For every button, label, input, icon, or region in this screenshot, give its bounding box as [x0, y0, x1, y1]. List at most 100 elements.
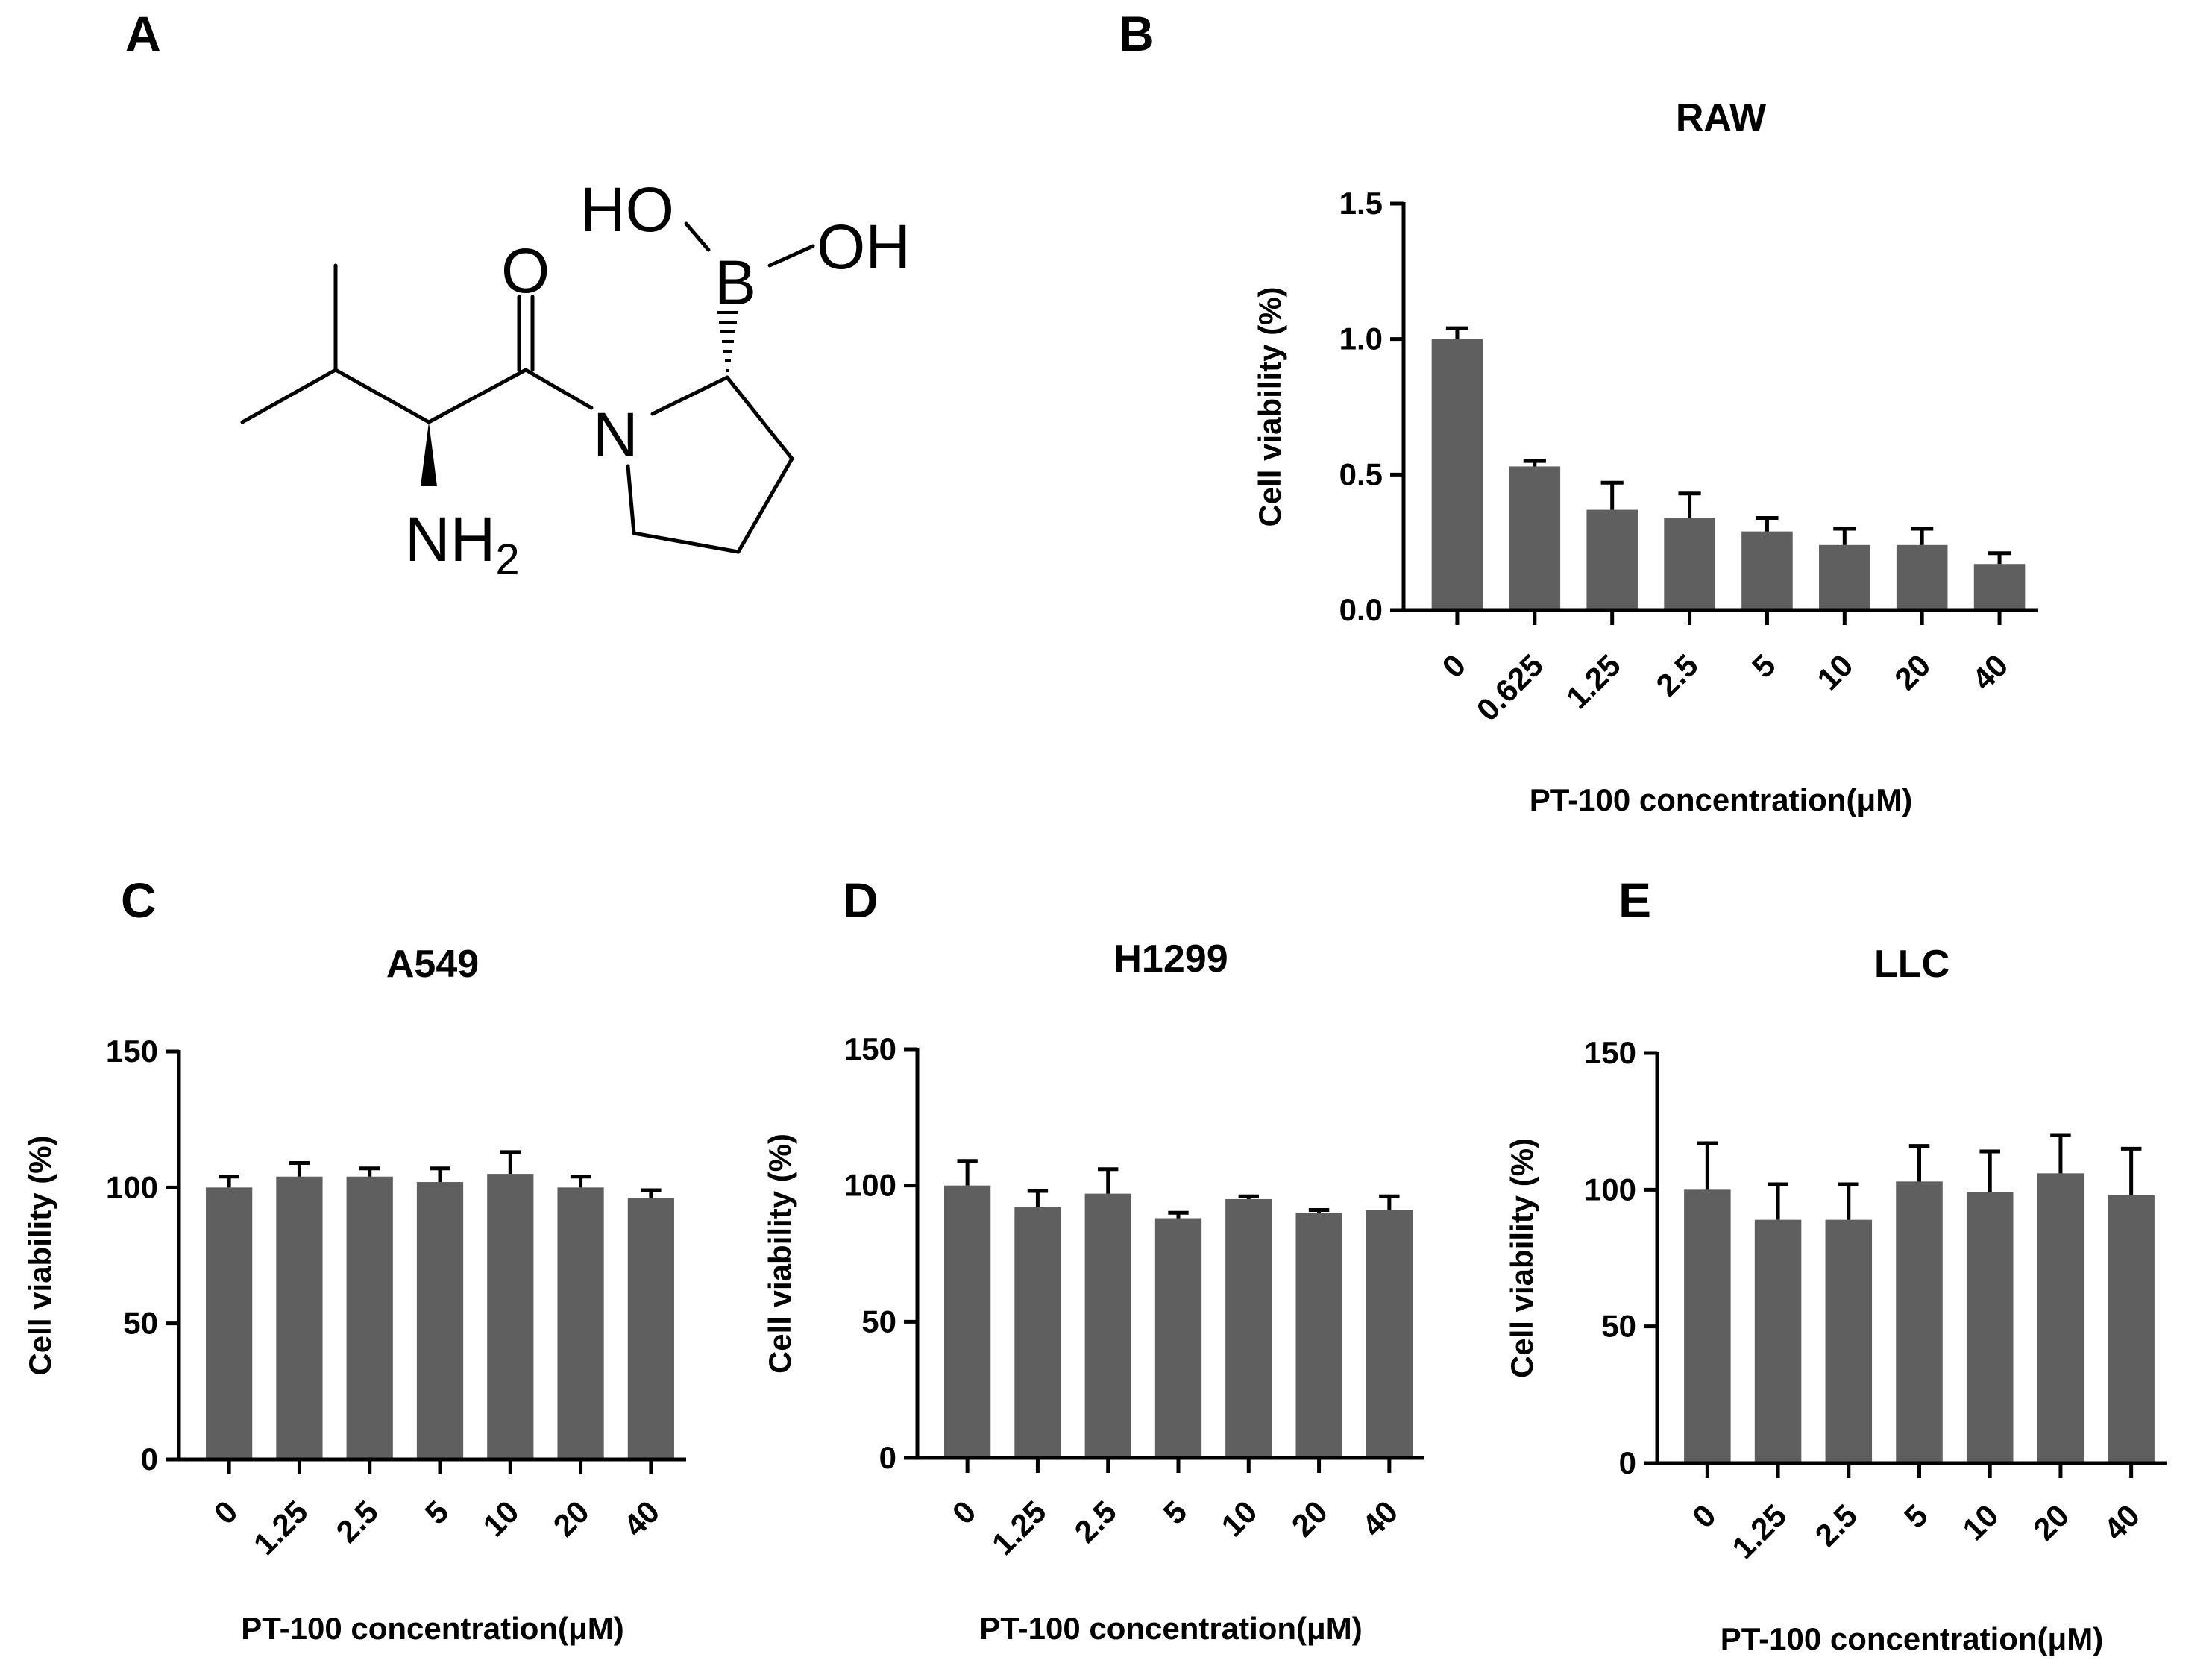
nh2-main: NH	[405, 504, 495, 574]
x-tick-label: 40	[2097, 1497, 2146, 1547]
x-tick-label: 0	[207, 1494, 245, 1531]
y-tick-label: 150	[844, 1031, 896, 1066]
bar	[487, 1174, 534, 1459]
panel-label-a: A	[125, 6, 161, 61]
x-tick-label: 2.5	[1649, 647, 1705, 703]
bar	[1825, 1219, 1873, 1463]
bar	[1664, 518, 1715, 610]
x-tick-label: 0.625	[1470, 647, 1550, 728]
bar	[1084, 1193, 1131, 1458]
y-tick-label: 0	[1619, 1445, 1636, 1480]
x-tick-label: 2.5	[1809, 1497, 1864, 1553]
bond-carbonyl-n	[524, 368, 594, 410]
y-tick-label: 100	[844, 1168, 896, 1203]
bar	[1754, 1219, 1802, 1463]
x-tick-label: 0	[1436, 647, 1473, 685]
y-axis-label: Cell viability (%)	[1504, 1138, 1539, 1378]
bar	[1225, 1198, 1272, 1458]
bar	[1014, 1207, 1061, 1458]
x-tick-label: 5	[1897, 1497, 1935, 1535]
bar	[627, 1198, 674, 1459]
bar	[346, 1176, 393, 1459]
chart-title: LLC	[1874, 943, 1949, 986]
panel-label-e: E	[1618, 873, 1651, 928]
bar	[1509, 466, 1561, 610]
bond-c4-c5	[632, 531, 741, 554]
bar	[416, 1182, 464, 1459]
y-tick-label: 0	[141, 1442, 158, 1477]
y-axis-label: Cell viability (%)	[22, 1135, 57, 1375]
bar	[1295, 1213, 1342, 1458]
atom-ho: HO	[580, 175, 674, 245]
bar	[1966, 1192, 2014, 1463]
bar	[1366, 1210, 1413, 1458]
chart-title: H1299	[1113, 937, 1228, 981]
bond-methyl-left	[240, 368, 338, 424]
y-tick-label: 0.5	[1339, 456, 1383, 491]
x-tick-label: 1.25	[1559, 647, 1627, 715]
bar	[1741, 531, 1793, 610]
x-tick-label: 20	[1285, 1494, 1334, 1543]
bond-n-c2	[650, 375, 729, 416]
y-tick-label: 100	[106, 1169, 158, 1204]
y-tick-label: 150	[106, 1034, 158, 1069]
x-tick-label: 10	[1955, 1497, 2005, 1547]
x-tick-label: 1.25	[247, 1494, 315, 1562]
y-axis-label: Cell viability (%)	[1252, 286, 1287, 527]
bond-alpha-carbonyl	[427, 368, 528, 424]
wedge-bond-nh2	[421, 422, 437, 486]
chart-title: RAW	[1676, 96, 1767, 139]
bar	[2108, 1195, 2155, 1463]
x-tick-label: 5	[1745, 647, 1782, 685]
bar	[1154, 1218, 1202, 1458]
x-tick-label: 0	[1685, 1497, 1723, 1535]
y-tick-label: 50	[1601, 1309, 1636, 1344]
bar	[1684, 1189, 1731, 1463]
bar	[2037, 1173, 2084, 1463]
x-tick-label: 40	[617, 1494, 666, 1543]
chart-b: RAW 0.0 0.5 1.0 1.5 00.625 1.25 2.5 5 10 20 40 PT-10…	[1252, 96, 2038, 817]
bond-b-oh	[767, 244, 815, 268]
x-tick-label: 0	[946, 1494, 983, 1531]
atom-oh: OH	[817, 212, 911, 282]
bar	[944, 1185, 991, 1458]
x-tick-label: 1.25	[985, 1494, 1053, 1562]
x-tick-label: 2.5	[330, 1494, 386, 1550]
nh2-subscript: 2	[495, 535, 519, 584]
bar	[276, 1176, 323, 1459]
y-tick-label: 100	[1584, 1172, 1636, 1207]
bar	[206, 1187, 253, 1459]
y-tick-label: 1.0	[1339, 321, 1383, 356]
x-tick-label: 10	[476, 1494, 525, 1543]
bond-c5-n	[626, 464, 636, 535]
bar	[1431, 339, 1483, 610]
x-tick-label: 5	[418, 1494, 456, 1531]
bond-c2-c3	[725, 375, 794, 461]
atom-boron: B	[714, 248, 756, 318]
x-tick-label: 20	[547, 1494, 596, 1543]
x-tick-label: 2.5	[1068, 1494, 1124, 1550]
atom-oxygen: O	[501, 236, 550, 306]
atom-nitrogen: N	[593, 400, 638, 470]
y-tick-label: 150	[1584, 1035, 1636, 1070]
x-axis-label: PT-100 concentration(μM)	[1530, 782, 1912, 817]
x-tick-label: 10	[1810, 647, 1859, 697]
hashed-bond-boron	[717, 311, 738, 372]
bond-isopropyl-alpha	[333, 368, 431, 424]
chemical-structure	[240, 221, 815, 554]
x-tick-label: 20	[2026, 1497, 2076, 1547]
y-tick-label: 50	[123, 1306, 158, 1341]
panel-label-d: D	[843, 873, 879, 928]
y-axis-label: Cell viability (%)	[762, 1134, 797, 1374]
chart-title: A549	[386, 943, 479, 986]
x-tick-label: 5	[1157, 1494, 1194, 1531]
bar	[1896, 544, 1948, 610]
y-tick-label: 0.0	[1339, 592, 1383, 627]
bar	[557, 1187, 604, 1459]
bar	[1973, 564, 2026, 610]
